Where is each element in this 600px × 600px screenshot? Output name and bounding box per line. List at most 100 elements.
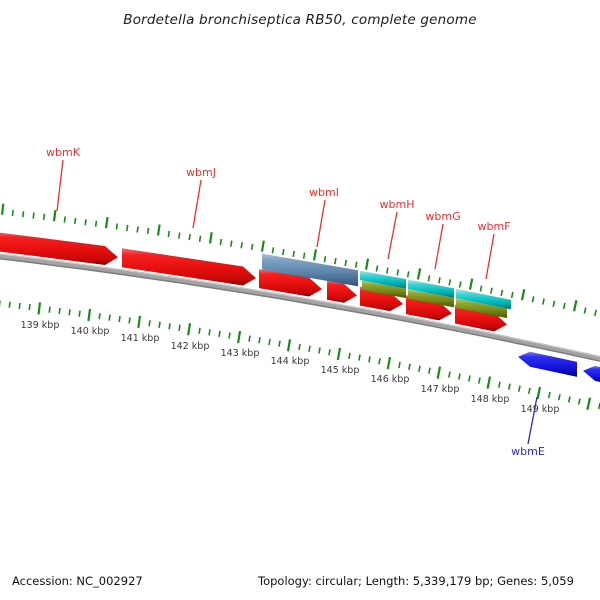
gene-label-wbmF[interactable]: wbmF: [477, 220, 511, 233]
reverse-gene-track: [518, 351, 600, 383]
ruler-label-141kbp: 141 kbp: [120, 333, 160, 344]
tick-mark: [386, 267, 389, 274]
tick-mark: [63, 216, 66, 223]
gene-label-wbmE[interactable]: wbmE: [511, 445, 545, 458]
forward-gene-arrow[interactable]: [455, 304, 507, 332]
gene-label-wbmI[interactable]: wbmI: [309, 186, 339, 199]
ruler-label-142kbp: 142 kbp: [170, 341, 210, 352]
tick-mark: [378, 358, 381, 365]
tick-mark: [547, 391, 551, 399]
tick-mark: [84, 219, 87, 226]
tick-mark: [282, 248, 285, 256]
tick-mark: [557, 394, 561, 401]
tick-mark: [219, 238, 223, 246]
leader-line: [527, 396, 538, 445]
operon-bar-olive[interactable]: [362, 280, 406, 299]
tick-mark: [567, 396, 571, 403]
tick-mark: [37, 302, 42, 315]
tick-mark: [527, 387, 531, 395]
tick-mark: [510, 291, 514, 299]
operon-bar-olive[interactable]: [456, 298, 507, 319]
tick-mark: [292, 250, 296, 257]
leader-line: [387, 211, 398, 260]
tick-mark: [486, 376, 492, 389]
tick-mark: [208, 232, 213, 244]
tick-mark: [187, 323, 192, 336]
map-title: Bordetella bronchiseptica RB50, complete…: [123, 12, 477, 28]
tick-mark: [128, 317, 131, 324]
tick-mark: [240, 242, 243, 249]
genome-backbone: [0, 253, 600, 362]
tick-mark: [583, 307, 587, 314]
ruler-label-140kbp: 140 kbp: [70, 326, 110, 337]
tick-mark: [178, 232, 181, 239]
forward-gene-arrow[interactable]: [0, 231, 118, 265]
reverse-gene-arrow[interactable]: [518, 351, 577, 377]
tick-mark: [148, 320, 151, 327]
gene-label-wbmG[interactable]: wbmG: [425, 210, 461, 223]
gene-label-wbmJ[interactable]: wbmJ: [186, 166, 216, 179]
tick-mark: [18, 302, 21, 310]
tick-mark: [118, 315, 121, 323]
tick-mark: [104, 216, 109, 229]
tick-mark: [542, 298, 545, 305]
tick-mark: [507, 383, 511, 390]
ruler-label-139kbp: 139 kbp: [20, 320, 60, 331]
tick-mark: [577, 398, 581, 405]
ruler-label-144kbp: 144 kbp: [270, 356, 310, 367]
tick-mark: [32, 212, 35, 219]
tick-mark: [108, 314, 111, 321]
operon-bar-cyan[interactable]: [360, 270, 406, 289]
tick-mark: [208, 329, 211, 336]
tick-mark: [312, 249, 317, 261]
ruler-label-146kbp: 146 kbp: [370, 374, 410, 385]
operon-bar-blue[interactable]: [262, 253, 358, 287]
tick-mark: [137, 315, 142, 329]
operon-bar-olive[interactable]: [408, 289, 454, 308]
tick-mark: [458, 281, 462, 288]
tick-mark: [536, 386, 542, 400]
operon-bar-cyan[interactable]: [456, 288, 511, 310]
tick-mark: [298, 343, 301, 351]
tick-mark: [308, 345, 311, 352]
forward-gene-arrow[interactable]: [122, 248, 256, 286]
ruler-label-143kbp: 143 kbp: [220, 348, 260, 359]
forward-gene-arrow[interactable]: [360, 286, 403, 312]
operon-highlight-track: [262, 253, 511, 319]
tick-mark: [236, 330, 242, 344]
tick-mark: [115, 223, 119, 230]
tick-mark: [416, 268, 422, 280]
tick-mark: [375, 265, 379, 272]
label-leader-lines: [56, 159, 538, 445]
operon-bar-cyan[interactable]: [408, 279, 454, 298]
tick-mark: [198, 327, 201, 334]
tick-mark: [268, 338, 271, 346]
tick-mark: [188, 234, 191, 241]
tick-mark: [552, 300, 556, 307]
tick-mark: [8, 301, 11, 308]
reverse-gene-arrow[interactable]: [583, 365, 600, 383]
tick-mark: [336, 347, 342, 361]
tick-mark: [156, 224, 161, 236]
tick-mark: [497, 381, 501, 388]
tick-mark: [198, 235, 202, 242]
gene-label-wbmH[interactable]: wbmH: [379, 198, 415, 211]
tick-mark: [260, 240, 265, 252]
leader-line: [316, 199, 326, 248]
tick-mark: [28, 304, 31, 311]
gene-label-wbmK[interactable]: wbmK: [46, 146, 80, 159]
tick-mark: [428, 367, 431, 374]
tick-mark: [158, 321, 161, 328]
tick-mark: [286, 339, 292, 352]
forward-gene-arrow[interactable]: [259, 269, 322, 297]
tick-mark: [11, 209, 14, 217]
forward-gene-arrow[interactable]: [327, 280, 357, 303]
tick-mark: [146, 227, 150, 235]
tick-mark: [386, 356, 392, 370]
tick-mark: [22, 211, 25, 218]
tick-mark: [323, 256, 327, 263]
tick-mark: [418, 365, 421, 372]
ruler-label-147kbp: 147 kbp: [420, 384, 460, 395]
forward-gene-arrow[interactable]: [406, 295, 452, 321]
